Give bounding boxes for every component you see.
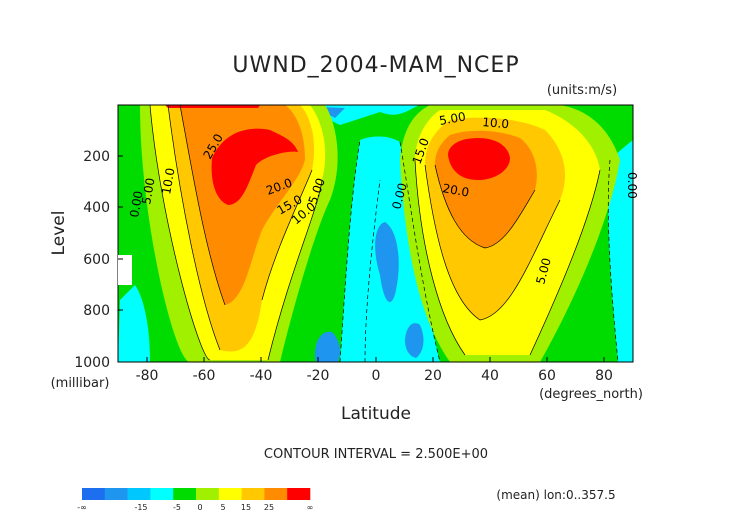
colorbar-cell xyxy=(218,488,242,500)
south-pole-easterly xyxy=(118,285,150,362)
missing-data-patch xyxy=(118,255,132,285)
contour-label: 5.00 xyxy=(438,110,467,128)
easterly-core-2 xyxy=(314,331,340,362)
south-jet-core xyxy=(211,128,298,205)
colorbar-cell xyxy=(241,488,265,500)
x-tick-label: 40 xyxy=(481,368,499,384)
colorbar-cell xyxy=(127,488,151,500)
colorbar-label: 5 xyxy=(220,503,225,512)
colorbar-tick-labels: -∞ -15 -5 0 5 15 25 ∞ xyxy=(77,503,313,512)
colorbar-cells xyxy=(82,488,311,500)
x-tick-label: 80 xyxy=(595,368,613,384)
plot-area: 25.0 20.0 15.0 10.0 5.00 0.00 0.00 15.0 … xyxy=(117,104,639,363)
y-axis-label: Level xyxy=(49,211,69,256)
units-label: (units:m/s) xyxy=(547,83,617,98)
y-tick-label: 400 xyxy=(83,200,110,216)
y-tick-label: 200 xyxy=(83,149,110,165)
contour-label: 0.00 xyxy=(625,172,639,199)
north-jet-core xyxy=(448,138,510,180)
colorbar-cell xyxy=(196,488,220,500)
x-tick-label: -40 xyxy=(250,368,273,384)
y-tick-labels: 200 400 600 800 1000 xyxy=(74,149,110,371)
footer-note: (mean) lon:0..357.5 xyxy=(496,488,615,502)
x-tick-label: -20 xyxy=(307,368,330,384)
x-tick-label: 20 xyxy=(424,368,442,384)
negative-contours xyxy=(339,139,619,362)
contour-label: 5.00 xyxy=(139,177,157,206)
chart-title: UWND_2004-MAM_NCEP xyxy=(232,53,519,78)
contour-label: 0.00 xyxy=(389,181,409,210)
contour-fill xyxy=(118,105,633,362)
x-tick-label: 0 xyxy=(372,368,381,384)
x-tick-label: -60 xyxy=(193,368,216,384)
colorbar: -∞ -15 -5 0 5 15 25 ∞ xyxy=(77,488,313,512)
colorbar-label: -15 xyxy=(134,503,147,512)
colorbar-cell xyxy=(82,488,106,500)
colorbar-label: 15 xyxy=(241,503,251,512)
colorbar-label: 25 xyxy=(264,503,274,512)
north-pole-easterly xyxy=(608,140,633,362)
colorbar-cell xyxy=(104,488,128,500)
colorbar-label: 0 xyxy=(197,503,202,512)
contour-interval-note: CONTOUR INTERVAL = 2.500E+00 xyxy=(264,447,488,462)
y-axis: 200 400 600 800 1000 Level (millibar) xyxy=(49,149,123,391)
contour-lines xyxy=(149,105,601,361)
contour-label: 20.0 xyxy=(441,181,470,199)
x-tick-marks xyxy=(146,357,605,362)
easterly-core-3 xyxy=(405,323,424,358)
colorbar-cell xyxy=(264,488,288,500)
y-tick-label: 1000 xyxy=(74,355,110,371)
contour-label: 10.0 xyxy=(159,167,177,196)
y-tick-label: 600 xyxy=(83,252,110,268)
colorbar-label: -∞ xyxy=(77,503,87,512)
colorbar-label: ∞ xyxy=(307,503,314,512)
colorbar-cell xyxy=(287,488,311,500)
colorbar-cell xyxy=(150,488,174,500)
contour-label: 5.00 xyxy=(533,256,553,285)
x-axis: -80 -60 -40 -20 0 20 40 60 80 (degrees_n… xyxy=(136,357,643,424)
contour-label: 10.0 xyxy=(482,115,510,131)
y-tick-marks xyxy=(118,155,123,363)
x-tick-label: 60 xyxy=(538,368,556,384)
south-strato-core xyxy=(165,105,260,108)
x-axis-label: Latitude xyxy=(341,404,411,424)
colorbar-cell xyxy=(173,488,197,500)
x-unit-label: (degrees_north) xyxy=(539,387,643,402)
colorbar-label: -5 xyxy=(173,503,181,512)
x-tick-label: -80 xyxy=(136,368,159,384)
x-tick-labels: -80 -60 -40 -20 0 20 40 60 80 xyxy=(136,368,613,384)
easterly-core-1 xyxy=(375,222,399,302)
contour-label: 0.00 xyxy=(127,190,145,219)
y-tick-label: 800 xyxy=(83,303,110,319)
y-unit-label: (millibar) xyxy=(51,376,110,391)
